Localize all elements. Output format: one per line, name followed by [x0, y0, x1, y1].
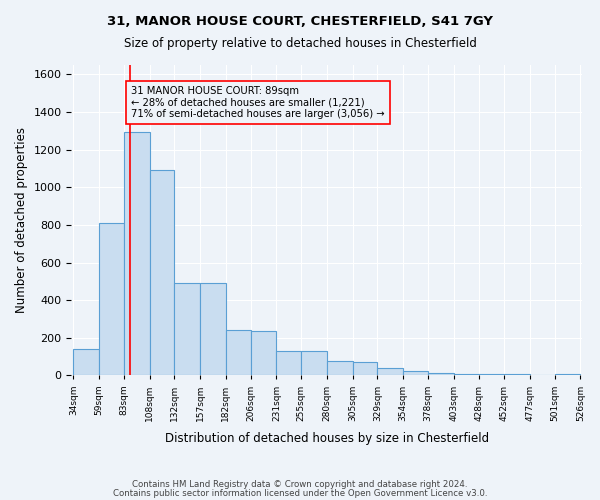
Bar [403, 371, 428, 376]
Text: 31 MANOR HOUSE COURT: 89sqm
← 28% of detached houses are smaller (1,221)
71% of : 31 MANOR HOUSE COURT: 89sqm ← 28% of det… [131, 86, 385, 119]
Bar [479, 374, 504, 376]
Bar [353, 362, 377, 376]
Bar [251, 332, 277, 376]
Bar [554, 374, 580, 376]
Y-axis label: Number of detached properties: Number of detached properties [15, 127, 28, 313]
Bar [99, 223, 124, 376]
Bar [200, 284, 226, 376]
Bar [175, 284, 200, 376]
Text: 31, MANOR HOUSE COURT, CHESTERFIELD, S41 7GY: 31, MANOR HOUSE COURT, CHESTERFIELD, S41… [107, 15, 493, 28]
Text: Size of property relative to detached houses in Chesterfield: Size of property relative to detached ho… [124, 38, 476, 51]
Bar [226, 330, 251, 376]
Bar [301, 351, 327, 376]
Bar [73, 349, 99, 376]
Bar [428, 372, 454, 376]
Bar [504, 374, 530, 376]
Bar [277, 351, 301, 376]
Text: Contains public sector information licensed under the Open Government Licence v3: Contains public sector information licen… [113, 490, 487, 498]
Bar [454, 374, 479, 376]
Bar [377, 368, 403, 376]
Bar [327, 362, 353, 376]
Bar [124, 132, 149, 376]
Bar [530, 374, 554, 376]
Bar [149, 170, 175, 376]
X-axis label: Distribution of detached houses by size in Chesterfield: Distribution of detached houses by size … [165, 432, 489, 445]
Text: Contains HM Land Registry data © Crown copyright and database right 2024.: Contains HM Land Registry data © Crown c… [132, 480, 468, 489]
